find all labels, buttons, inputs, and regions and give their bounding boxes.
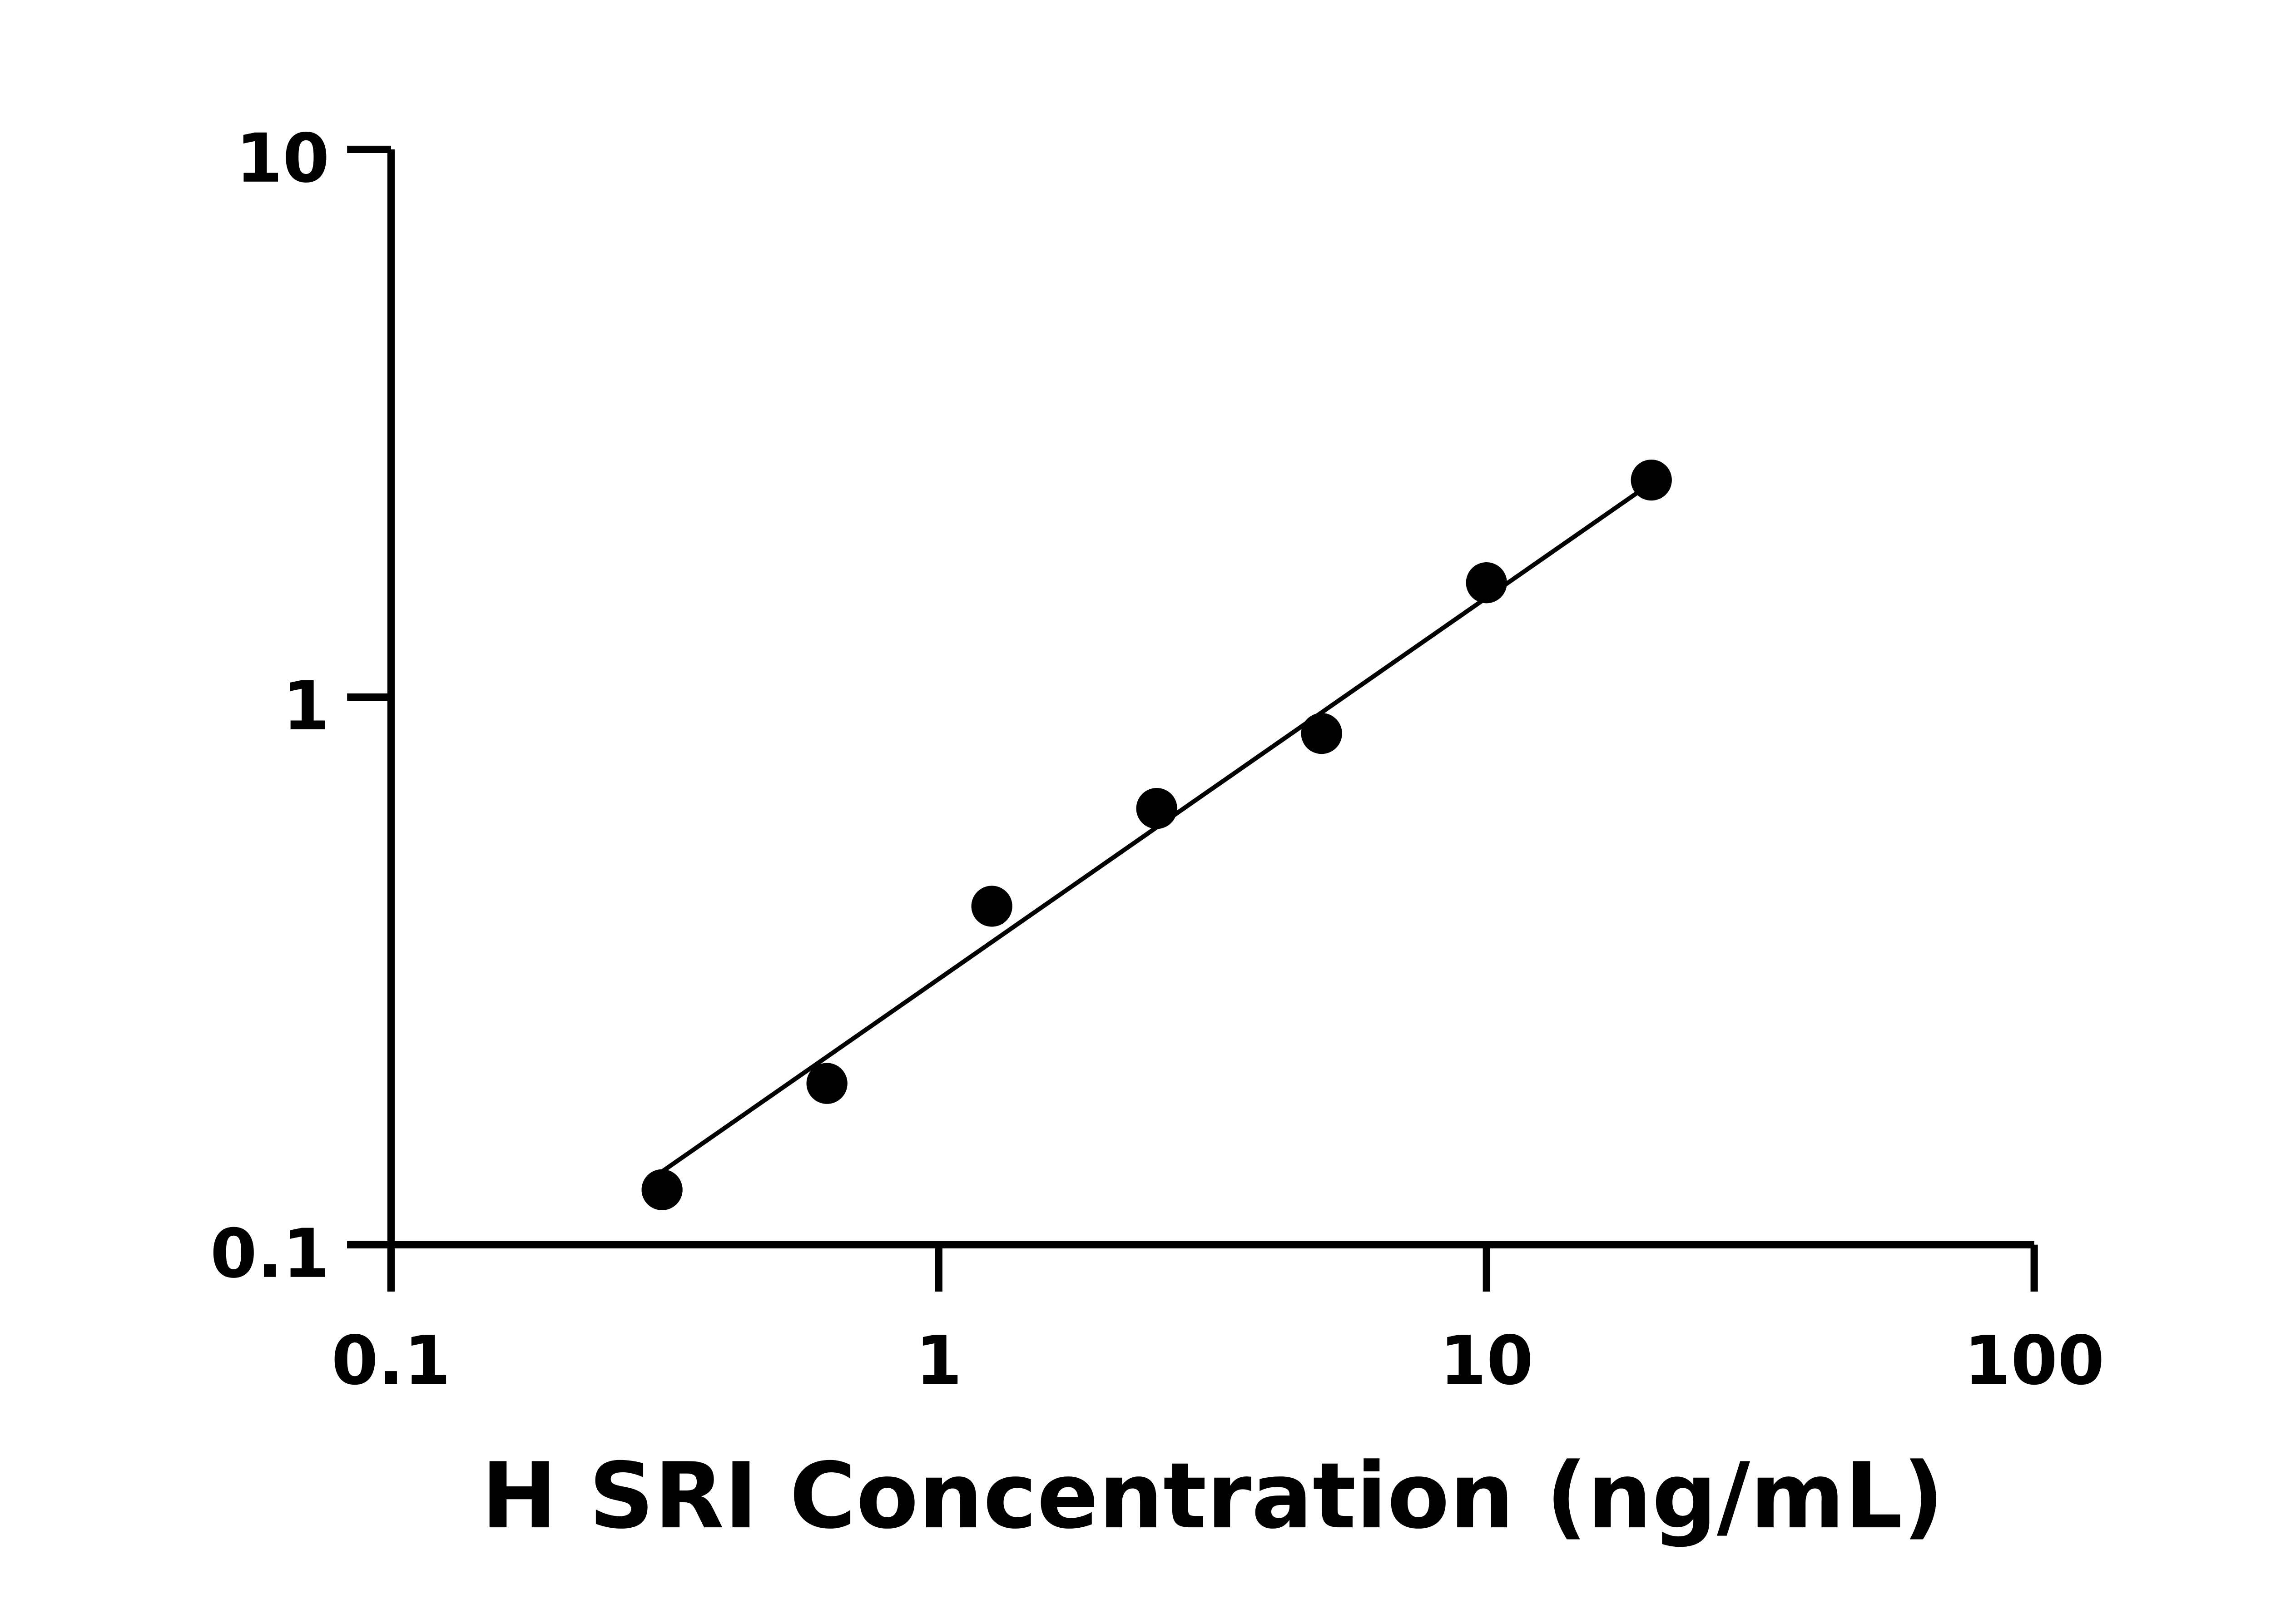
marks	[641, 459, 1672, 1210]
x-axis-label: H SRI Concentration (ng/mL)	[481, 1443, 1944, 1549]
x-tick-label: 1	[915, 1321, 962, 1400]
data-point	[1466, 562, 1507, 604]
data-point	[806, 1063, 848, 1104]
data-point	[641, 1169, 683, 1210]
data-point	[1301, 713, 1342, 754]
y-tick-label: 1	[283, 667, 329, 745]
axes	[347, 149, 2034, 1292]
data-point	[1136, 788, 1177, 829]
ticks: 0.1 1 10 100 0.1 1 10	[210, 119, 2105, 1400]
data-point	[971, 886, 1012, 927]
x-tick-label: 10	[1440, 1321, 1533, 1400]
y-tick-label: 10	[236, 119, 329, 198]
x-tick-label: 0.1	[332, 1321, 451, 1400]
y-tick-label: 0.1	[210, 1214, 330, 1293]
data-point	[1631, 459, 1672, 501]
x-tick-label: 100	[1964, 1321, 2105, 1400]
